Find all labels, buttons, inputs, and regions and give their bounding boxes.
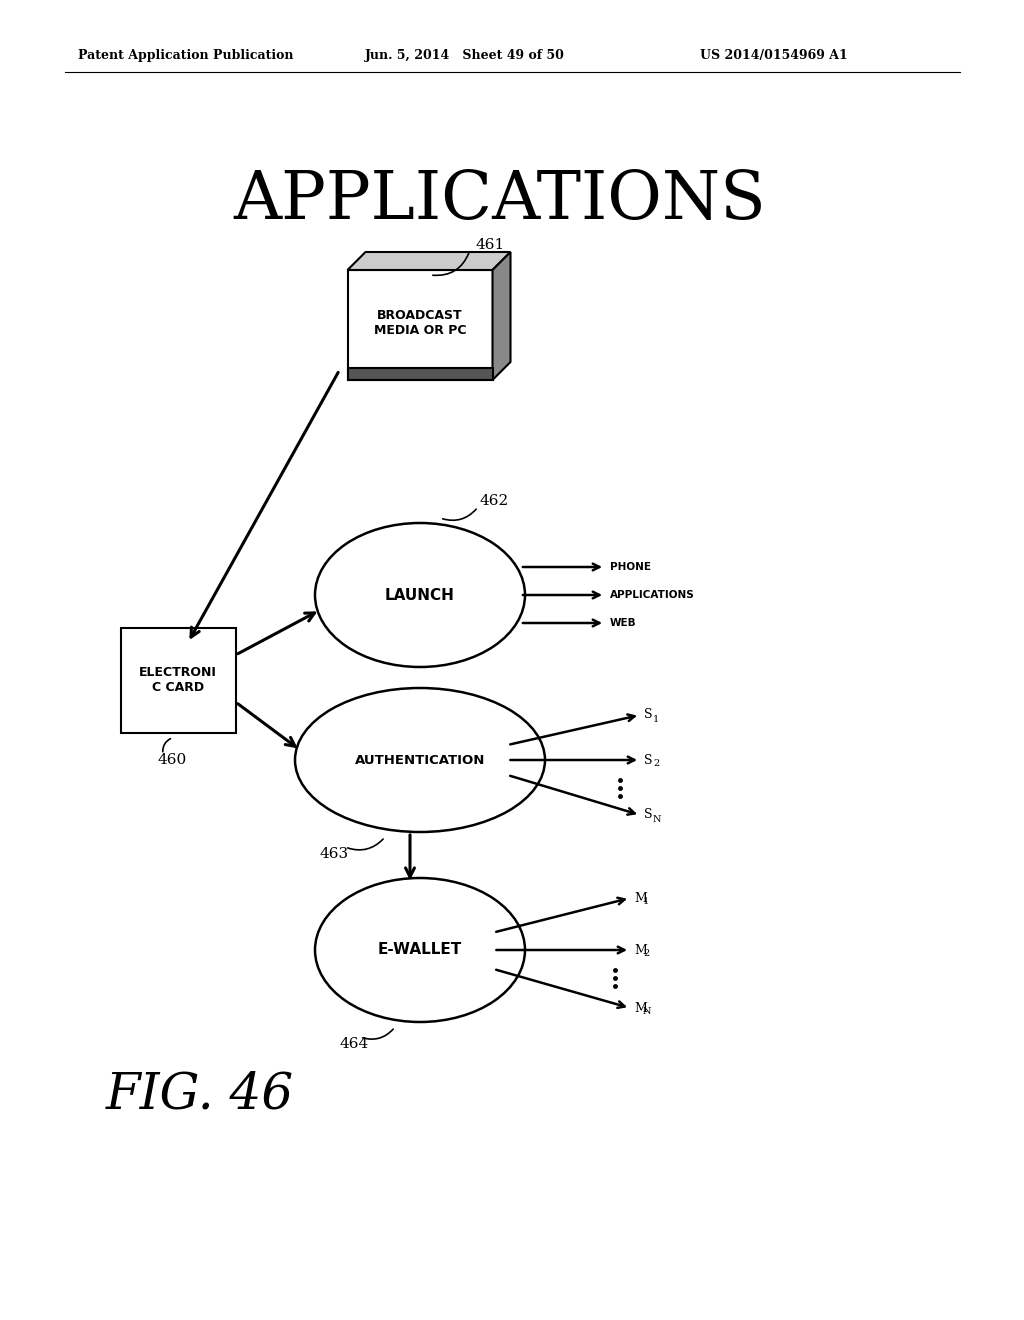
- Text: S: S: [644, 808, 652, 821]
- Text: 464: 464: [340, 1038, 370, 1051]
- Ellipse shape: [315, 878, 525, 1022]
- Text: WEB: WEB: [610, 618, 637, 628]
- Text: AUTHENTICATION: AUTHENTICATION: [354, 754, 485, 767]
- Text: FIG. 46: FIG. 46: [105, 1071, 294, 1119]
- Text: APPLICATIONS: APPLICATIONS: [610, 590, 694, 601]
- Text: S: S: [644, 709, 652, 722]
- Text: 463: 463: [319, 847, 349, 861]
- Text: 1: 1: [653, 714, 659, 723]
- Text: ELECTRONI
C CARD: ELECTRONI C CARD: [139, 667, 217, 694]
- Text: APPLICATIONS: APPLICATIONS: [233, 168, 766, 232]
- Text: Jun. 5, 2014   Sheet 49 of 50: Jun. 5, 2014 Sheet 49 of 50: [365, 49, 565, 62]
- Text: US 2014/0154969 A1: US 2014/0154969 A1: [700, 49, 848, 62]
- Text: BROADCAST
MEDIA OR PC: BROADCAST MEDIA OR PC: [374, 309, 466, 337]
- Text: Patent Application Publication: Patent Application Publication: [78, 49, 294, 62]
- Text: S: S: [644, 754, 652, 767]
- Text: M: M: [634, 891, 647, 904]
- Ellipse shape: [315, 523, 525, 667]
- Text: 2: 2: [653, 759, 659, 768]
- Text: N: N: [643, 1007, 651, 1016]
- Text: N: N: [653, 814, 662, 824]
- Text: M: M: [634, 944, 647, 957]
- Text: PHONE: PHONE: [610, 562, 651, 572]
- Text: E-WALLET: E-WALLET: [378, 942, 462, 957]
- Text: LAUNCH: LAUNCH: [385, 587, 455, 602]
- Text: 461: 461: [475, 238, 504, 252]
- Ellipse shape: [295, 688, 545, 832]
- Text: M: M: [634, 1002, 647, 1015]
- Text: 460: 460: [158, 754, 187, 767]
- Bar: [121, 627, 236, 733]
- Polygon shape: [347, 368, 493, 380]
- Text: 1: 1: [643, 898, 649, 907]
- Polygon shape: [493, 252, 511, 380]
- Polygon shape: [347, 271, 493, 380]
- Text: 2: 2: [643, 949, 649, 958]
- Text: 462: 462: [480, 494, 509, 508]
- Polygon shape: [347, 252, 511, 271]
